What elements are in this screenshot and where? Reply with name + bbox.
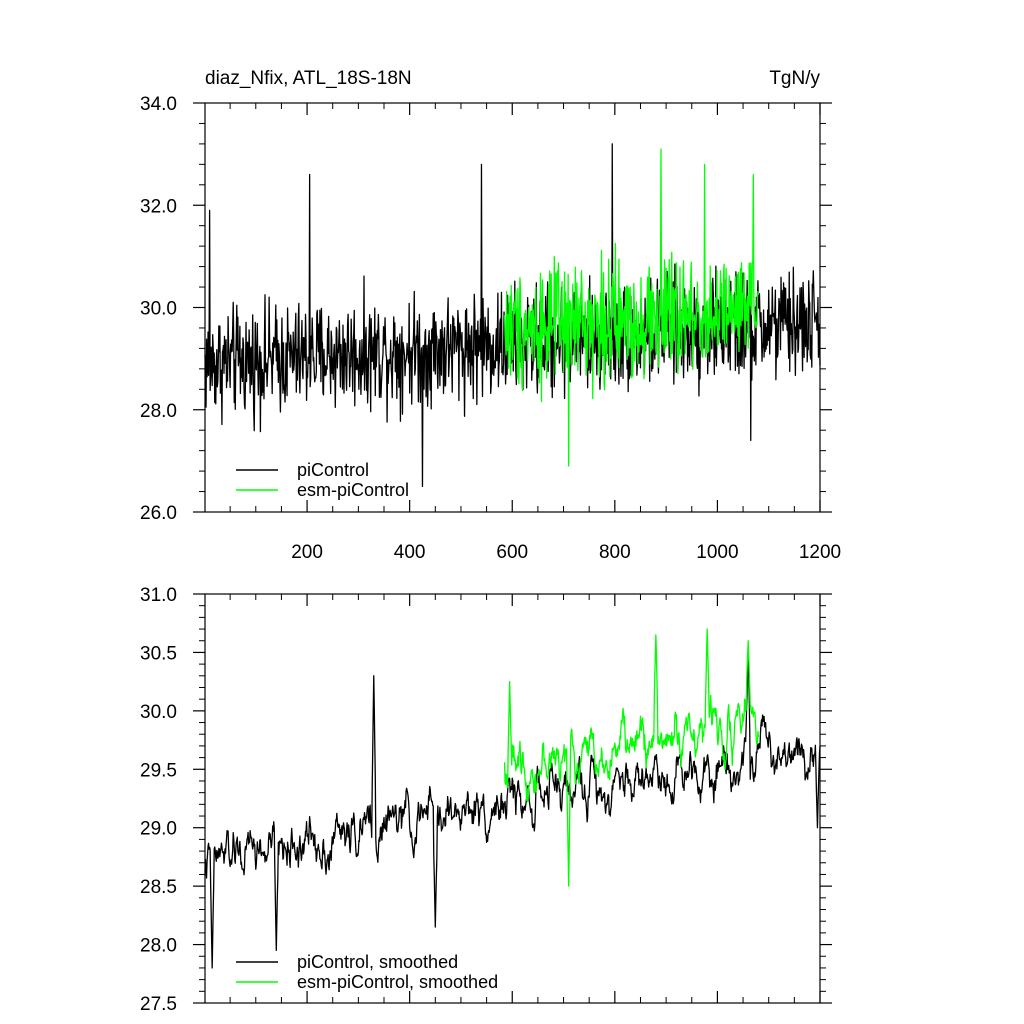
top-series-lines xyxy=(204,143,821,488)
y-tick-label: 28.5 xyxy=(140,877,177,898)
series-line-picontrol-smoothed xyxy=(204,645,821,969)
y-tick-label: 29.5 xyxy=(140,760,177,781)
top-panel: diaz_Nfix, ATL_18S-18N TgN/y 200 400 600 80… xyxy=(140,68,841,563)
legend-label-esm-picontrol: esm-piControl xyxy=(297,480,409,500)
bottom-series-lines xyxy=(204,628,821,969)
top-axis-ticks: 200 400 600 800 1000 1200 26.0 28.0 30.0 32.0 34.0 xyxy=(140,94,841,563)
x-tick-label: 200 xyxy=(291,542,323,563)
x-tick-label: 400 xyxy=(394,542,426,563)
legend-label-picontrol-smoothed: piControl, smoothed xyxy=(297,952,458,972)
x-tick-label: 1200 xyxy=(799,542,841,563)
bottom-axis-ticks: 27.5 28.0 28.5 29.0 29.5 30.0 30.5 31.0 xyxy=(140,585,832,1015)
units-label: TgN/y xyxy=(769,68,820,89)
bottom-panel: 27.5 28.0 28.5 29.0 29.5 30.0 30.5 31.0 piContr… xyxy=(140,585,832,1015)
y-tick-label: 30.0 xyxy=(140,702,177,723)
bottom-plot-frame xyxy=(204,593,821,1004)
series-line-esm-picontrol-smoothed xyxy=(503,628,760,887)
x-tick-label: 1000 xyxy=(696,542,738,563)
y-tick-label: 28.0 xyxy=(140,401,177,422)
y-tick-label: 26.0 xyxy=(140,503,177,524)
y-tick-label: 32.0 xyxy=(140,196,177,217)
y-tick-label: 30.0 xyxy=(140,299,177,320)
y-tick-label: 34.0 xyxy=(140,94,177,115)
chart-title: diaz_Nfix, ATL_18S-18N xyxy=(205,68,412,89)
x-tick-label: 800 xyxy=(599,542,631,563)
bottom-legend: piControl, smoothed esm-piControl, smoot… xyxy=(236,952,498,992)
x-tick-label: 600 xyxy=(496,542,528,563)
y-tick-label: 31.0 xyxy=(140,585,177,606)
legend-label-picontrol: piControl xyxy=(297,460,369,480)
y-tick-label: 30.5 xyxy=(140,643,177,664)
y-tick-label: 27.5 xyxy=(140,994,177,1015)
legend-label-esm-picontrol-smoothed: esm-piControl, smoothed xyxy=(297,972,498,992)
y-tick-label: 28.0 xyxy=(140,936,177,957)
top-legend: piControl esm-piControl xyxy=(236,460,409,500)
series-line-esm-picontrol xyxy=(503,148,760,467)
y-tick-label: 29.0 xyxy=(140,819,177,840)
